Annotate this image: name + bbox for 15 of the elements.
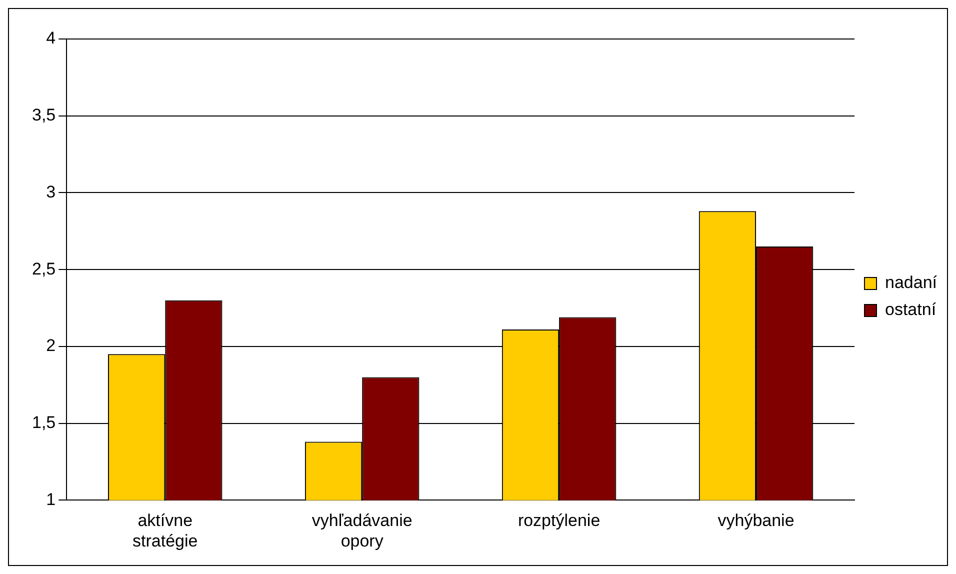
legend-label: nadaní	[885, 273, 938, 292]
category-label: opory	[340, 531, 384, 550]
x-tick-label: rozptýlenie	[518, 511, 600, 530]
category-label: vyhľadávanie	[312, 511, 412, 530]
legend-label: ostatní	[885, 300, 936, 320]
y-tick-label: 1,5	[32, 413, 56, 432]
y-tick-label: 3	[46, 182, 56, 202]
category-label: aktívne	[138, 511, 193, 530]
y-tick-label: 1	[46, 490, 56, 509]
y-tick-label: 3,5	[32, 106, 56, 125]
category-label: stratégie	[132, 531, 198, 550]
x-tick-label: vyhýbanie	[718, 511, 794, 530]
y-tick-label: 2,5	[32, 259, 56, 278]
y-tick-label: 2	[46, 336, 56, 356]
y-tick-label: 4	[46, 28, 56, 48]
